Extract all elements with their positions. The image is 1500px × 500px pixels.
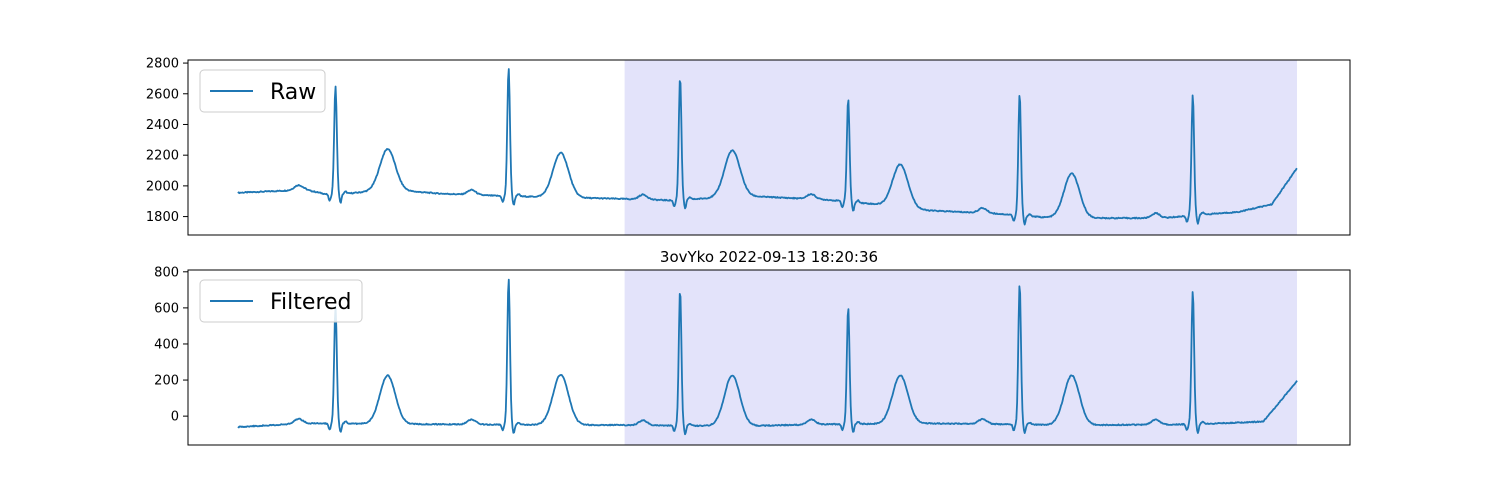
filtered-signal-panel: 0 200 400 600 800 Filtered 3ovYko 2022-09-13 1… — [154, 248, 1351, 446]
y-tick-label: 2800 — [146, 57, 179, 72]
legend-label: Raw — [270, 80, 316, 105]
raw-signal-panel: 1800 2000 2200 2400 2600 2800 Raw — [146, 57, 1351, 236]
y-tick-label: 600 — [154, 301, 179, 316]
y-tick-label: 1800 — [146, 210, 179, 225]
legend-label: Filtered — [270, 290, 352, 315]
legend-box — [199, 279, 363, 323]
y-tick-label: 2400 — [146, 118, 179, 133]
signal-line — [237, 68, 1298, 226]
y-tick-label: 0 — [171, 410, 179, 425]
y-tick-label: 2200 — [146, 149, 179, 164]
y-tick-label: 200 — [154, 374, 179, 389]
highlight-span — [624, 270, 1297, 445]
highlight-span — [624, 60, 1297, 235]
axes-frame — [187, 59, 1351, 236]
y-tick-label: 800 — [154, 265, 179, 280]
y-tick-label: 2600 — [146, 87, 179, 102]
axes-frame — [187, 269, 1351, 446]
y-tick-label: 2000 — [146, 179, 179, 194]
signal-line — [237, 278, 1298, 436]
chart-title: 3ovYko 2022-09-13 18:20:36 — [660, 248, 878, 266]
legend-box — [199, 69, 326, 113]
y-tick-label: 400 — [154, 337, 179, 352]
